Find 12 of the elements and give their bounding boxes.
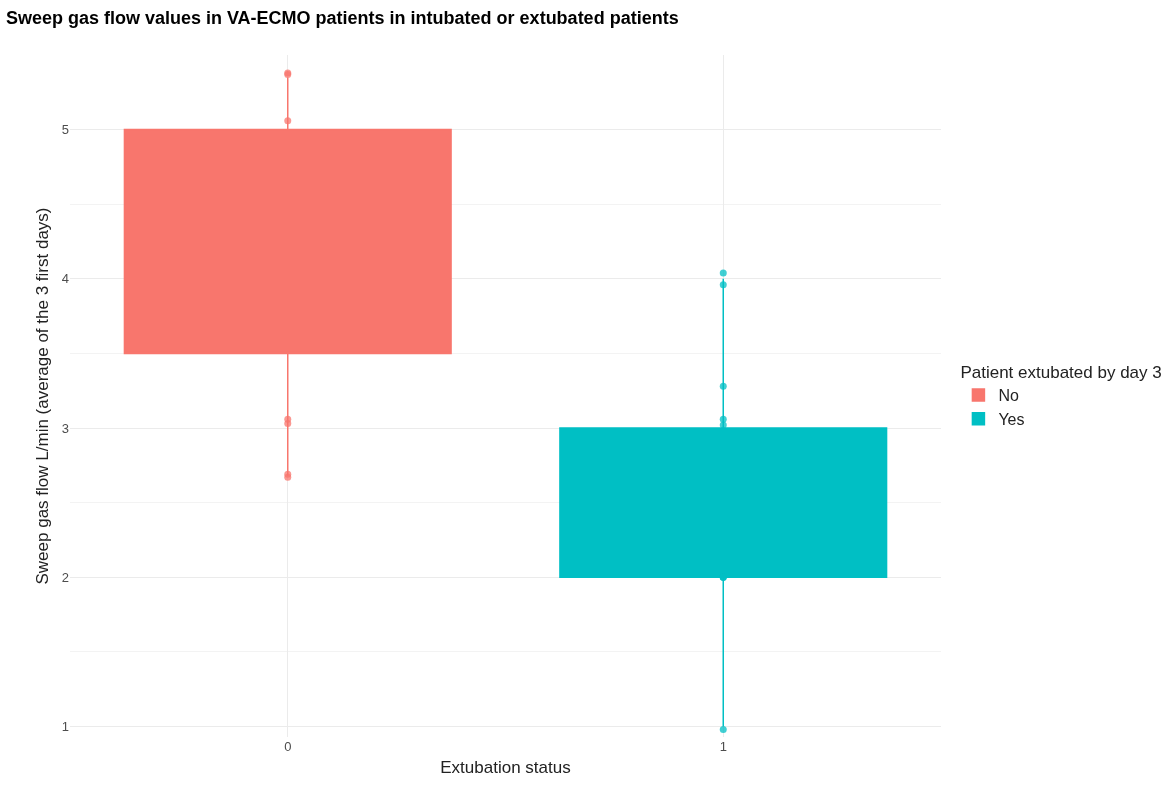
chart-title: Sweep gas flow values in VA-ECMO patients in intubated or extubated patients xyxy=(5,8,679,29)
x-tick-label: 0 xyxy=(284,739,292,754)
y-axis-title: Sweep gas flow L/min (average of the 3 first days) xyxy=(33,207,53,585)
legend-title: Patient extubated by day 3 xyxy=(960,363,1162,383)
legend-label: Yes xyxy=(998,411,1025,429)
y-tick-label: 4 xyxy=(61,271,69,287)
y-tick-label: 3 xyxy=(61,420,69,436)
y-tick-label: 1 xyxy=(61,719,69,735)
legend-label: No xyxy=(998,387,1019,405)
y-tick-label: 2 xyxy=(61,569,69,585)
y-tick-label: 5 xyxy=(61,122,69,138)
x-axis-title: Extubation status xyxy=(440,758,571,778)
